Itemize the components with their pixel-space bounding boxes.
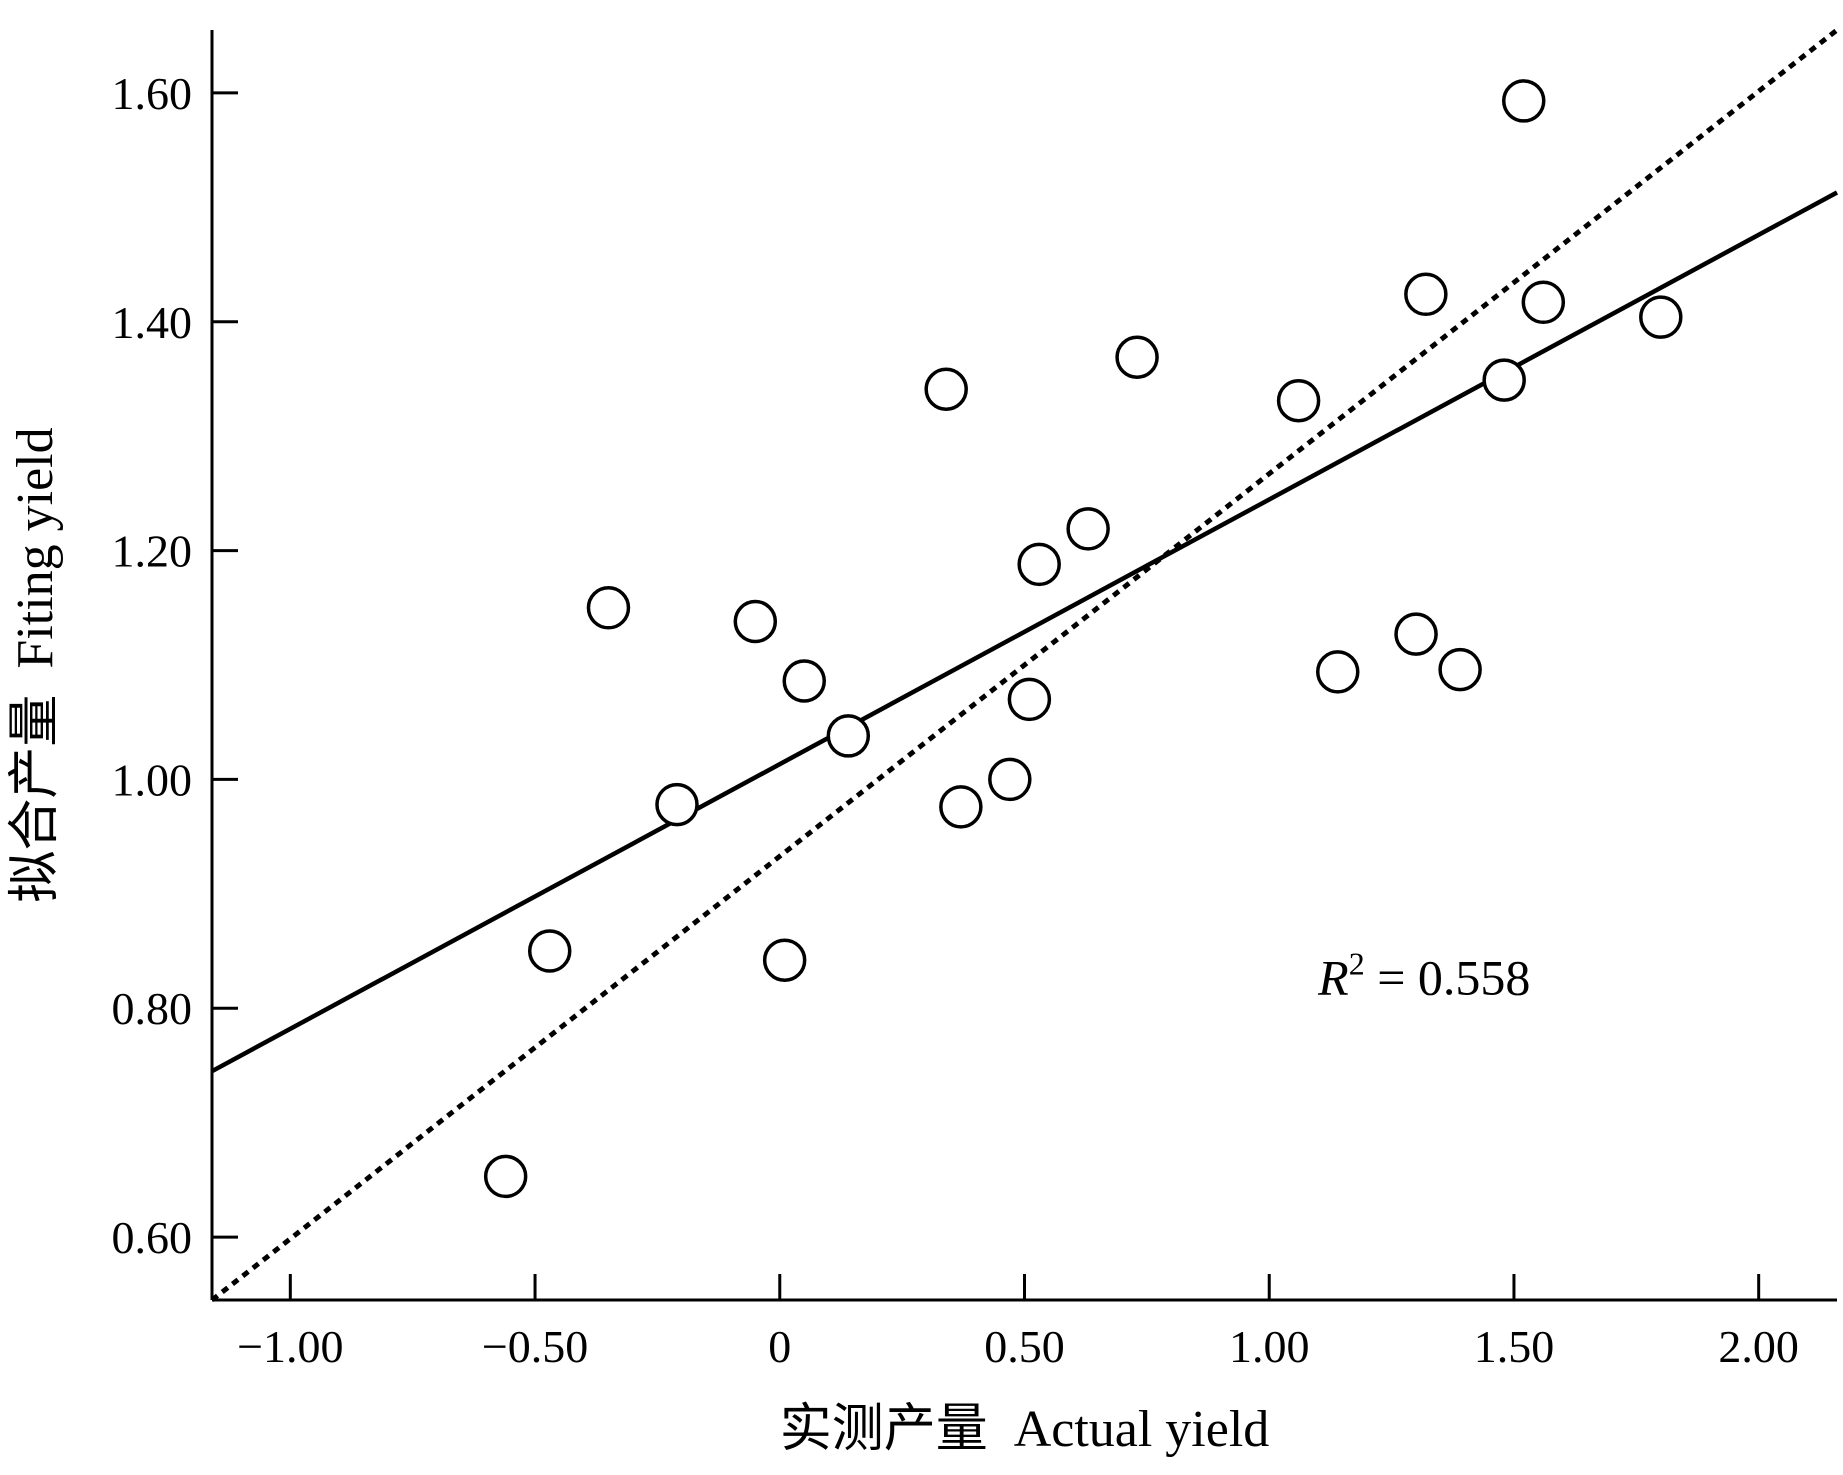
x-tick-label: 1.50 [1474, 1321, 1555, 1372]
data-point [762, 938, 807, 982]
data-point [1017, 542, 1061, 587]
y-tick-label: 1.60 [112, 68, 193, 119]
data-point [1007, 677, 1052, 722]
y-tick-label: 0.80 [112, 983, 193, 1034]
y-axis-title: 拟合产量 Fiting yield [7, 427, 64, 902]
data-point [1316, 650, 1360, 694]
data-point [1521, 280, 1566, 325]
data-point [988, 757, 1032, 802]
r-squared-annotation: R2 = 0.558 [1317, 946, 1530, 1006]
x-axis-title: 实测产量 Actual yield [780, 1401, 1270, 1458]
data-point [782, 659, 826, 703]
x-tick-label: −0.50 [482, 1321, 588, 1372]
data-point [586, 586, 631, 630]
fit-lines-layer [210, 28, 1839, 1302]
data-point [1501, 79, 1546, 123]
r-superscript: 2 [1349, 946, 1365, 982]
data-point [655, 782, 699, 827]
data-point [1438, 647, 1482, 692]
data-point [1394, 612, 1438, 656]
data-point [924, 367, 968, 412]
y-tick-label: 1.40 [112, 297, 193, 348]
data-point [527, 929, 572, 973]
data-point [1115, 335, 1159, 379]
x-ticks-layer: −1.00 −0.50 0 0.50 1.00 1.50 2.00 [237, 1274, 1799, 1372]
x-tick-label: 1.00 [1229, 1321, 1310, 1372]
x-tick-label: 2.00 [1718, 1321, 1799, 1372]
r-squared-value: = 0.558 [1365, 950, 1531, 1006]
data-point [733, 599, 778, 644]
y-tick-label: 1.00 [112, 754, 193, 805]
data-point [1404, 272, 1448, 317]
data-point [1066, 507, 1110, 551]
y-tick-label: 0.60 [112, 1212, 193, 1263]
reference-line-dotted [210, 28, 1839, 1302]
data-point [826, 714, 871, 758]
data-point [1482, 358, 1526, 402]
x-tick-label: 0 [768, 1321, 791, 1372]
y-tick-label: 1.20 [112, 526, 193, 577]
y-ticks-layer: 0.60 0.80 1.00 1.20 1.40 1.60 [112, 68, 238, 1263]
regression-line [210, 190, 1839, 1074]
data-point [1276, 378, 1321, 423]
data-point [483, 1154, 528, 1199]
x-tick-label: 0.50 [984, 1321, 1065, 1372]
data-point [939, 785, 983, 829]
r-symbol: R [1317, 950, 1349, 1006]
data-points-layer [483, 79, 1683, 1199]
data-point [1639, 295, 1683, 339]
x-tick-label: −1.00 [237, 1321, 343, 1372]
